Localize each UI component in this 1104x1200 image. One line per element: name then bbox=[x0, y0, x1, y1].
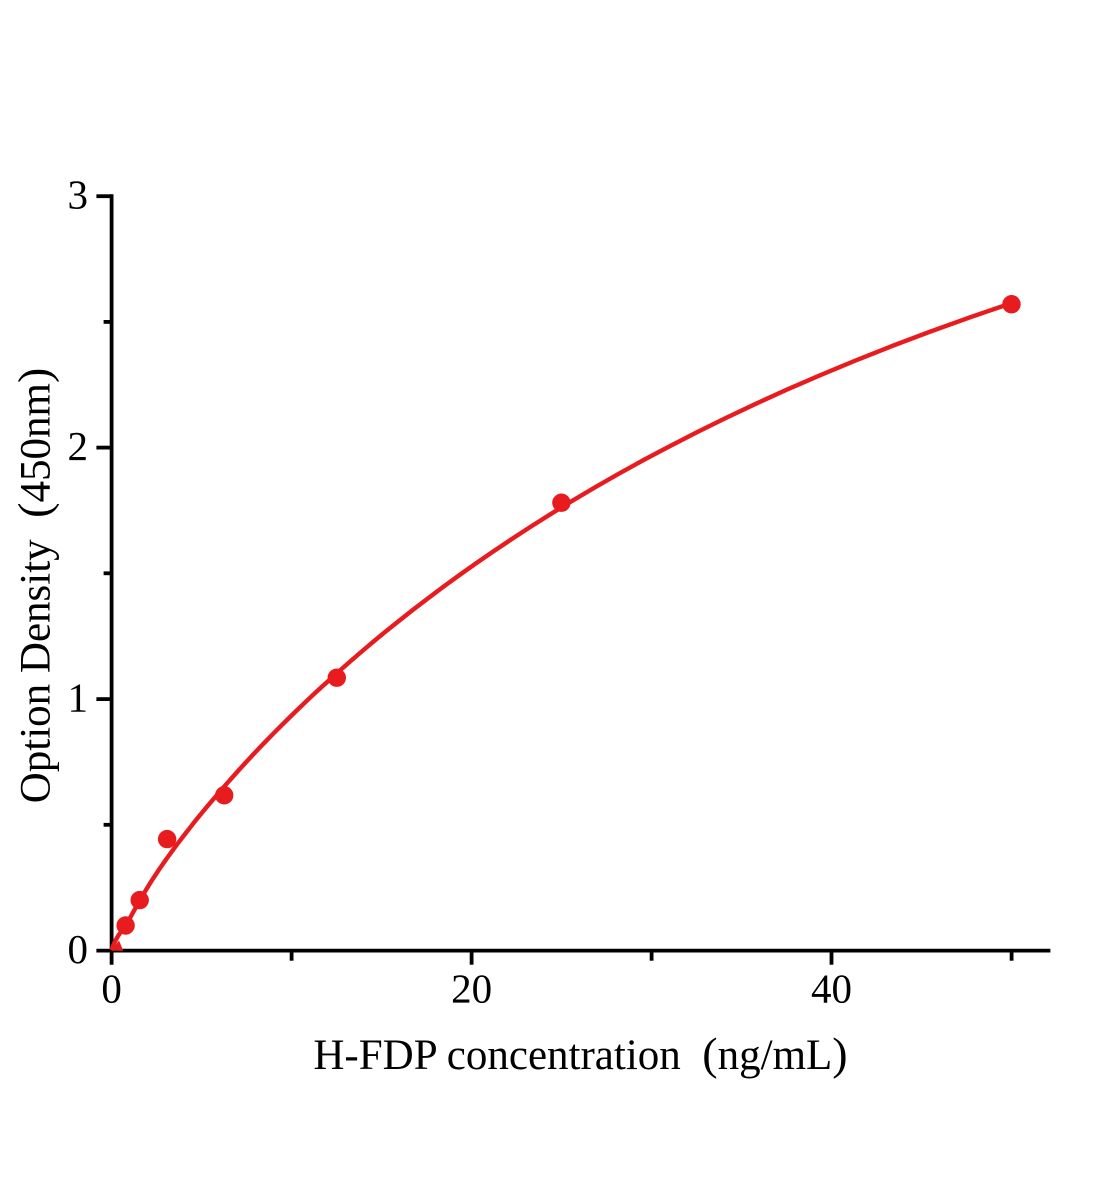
svg-text:2: 2 bbox=[68, 423, 89, 469]
svg-text:1: 1 bbox=[68, 675, 89, 721]
svg-text:Option Density (450nm): Option Density (450nm) bbox=[9, 368, 60, 804]
svg-text:40: 40 bbox=[811, 966, 852, 1012]
svg-text:0: 0 bbox=[101, 966, 122, 1012]
svg-text:3: 3 bbox=[68, 172, 89, 218]
svg-text:20: 20 bbox=[451, 966, 492, 1012]
svg-text:H-FDP concentration (ng/mL): H-FDP concentration (ng/mL) bbox=[313, 1028, 847, 1079]
svg-text:0: 0 bbox=[68, 926, 89, 972]
